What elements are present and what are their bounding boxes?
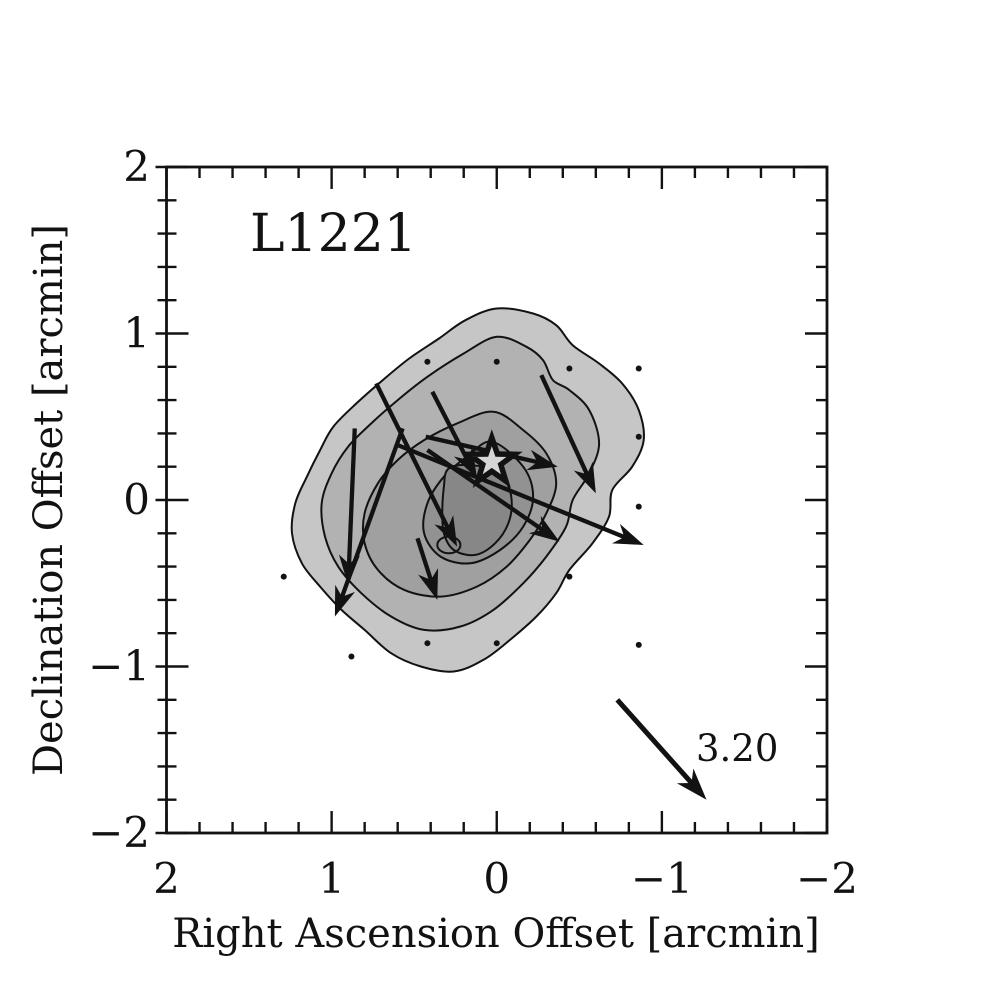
velocity-vector-head — [612, 523, 644, 545]
velocity-vector-head — [334, 584, 355, 617]
grid-dot — [566, 365, 573, 372]
grid-dot — [635, 365, 642, 372]
velocity-vector — [425, 434, 539, 465]
x-tick-label: 2 — [153, 854, 180, 903]
y-tick-label: 2 — [123, 142, 150, 191]
grid-dot — [566, 573, 573, 580]
reference-vector-head — [676, 768, 707, 800]
x-tick-label: 1 — [318, 854, 345, 903]
y-axis-label: Declination Offset [arcmin] — [26, 224, 72, 776]
grid-dot — [635, 503, 642, 510]
grid-dot — [424, 640, 431, 647]
x-tick-label: 0 — [483, 854, 510, 903]
reference-vector-label: 3.20 — [696, 727, 778, 770]
y-tick-label: 0 — [123, 475, 150, 524]
y-tick-label: −2 — [88, 808, 150, 857]
velocity-vector — [396, 443, 626, 540]
contour-group — [290, 307, 645, 673]
y-tick-label: 1 — [123, 309, 150, 358]
velocity-vector — [374, 382, 450, 530]
velocity-vector-head — [434, 515, 458, 547]
velocity-vector-head — [528, 515, 560, 542]
grid-dot — [493, 640, 500, 647]
x-axis-label: Right Ascension Offset [arcmin] — [172, 911, 819, 957]
velocity-vector — [339, 427, 405, 599]
plot-title: L1221 — [250, 204, 417, 264]
velocity-vector — [430, 390, 470, 462]
protostar-marker — [460, 429, 523, 488]
velocity-vector — [426, 448, 544, 532]
reference-vector — [615, 698, 694, 786]
y-tick-label: −1 — [88, 642, 150, 691]
vector-group — [334, 374, 707, 800]
x-tick-label: −2 — [796, 854, 858, 903]
grid-dot — [280, 573, 287, 580]
velocity-vector-head — [573, 461, 596, 494]
star-marker-group — [460, 429, 523, 488]
grid-dot — [348, 653, 355, 660]
grid-dot — [635, 641, 642, 648]
grid-dot — [493, 358, 500, 365]
velocity-vector — [346, 428, 357, 565]
x-tick-label: −1 — [631, 854, 693, 903]
axes-frame-group — [155, 165, 829, 835]
grid-dot-group — [280, 358, 642, 660]
velocity-vector-head — [418, 568, 439, 600]
grid-dot — [424, 358, 431, 365]
velocity-vector — [415, 537, 434, 582]
grid-dot — [635, 433, 642, 440]
velocity-vector — [539, 374, 590, 476]
velocity-vector-head — [526, 449, 558, 471]
